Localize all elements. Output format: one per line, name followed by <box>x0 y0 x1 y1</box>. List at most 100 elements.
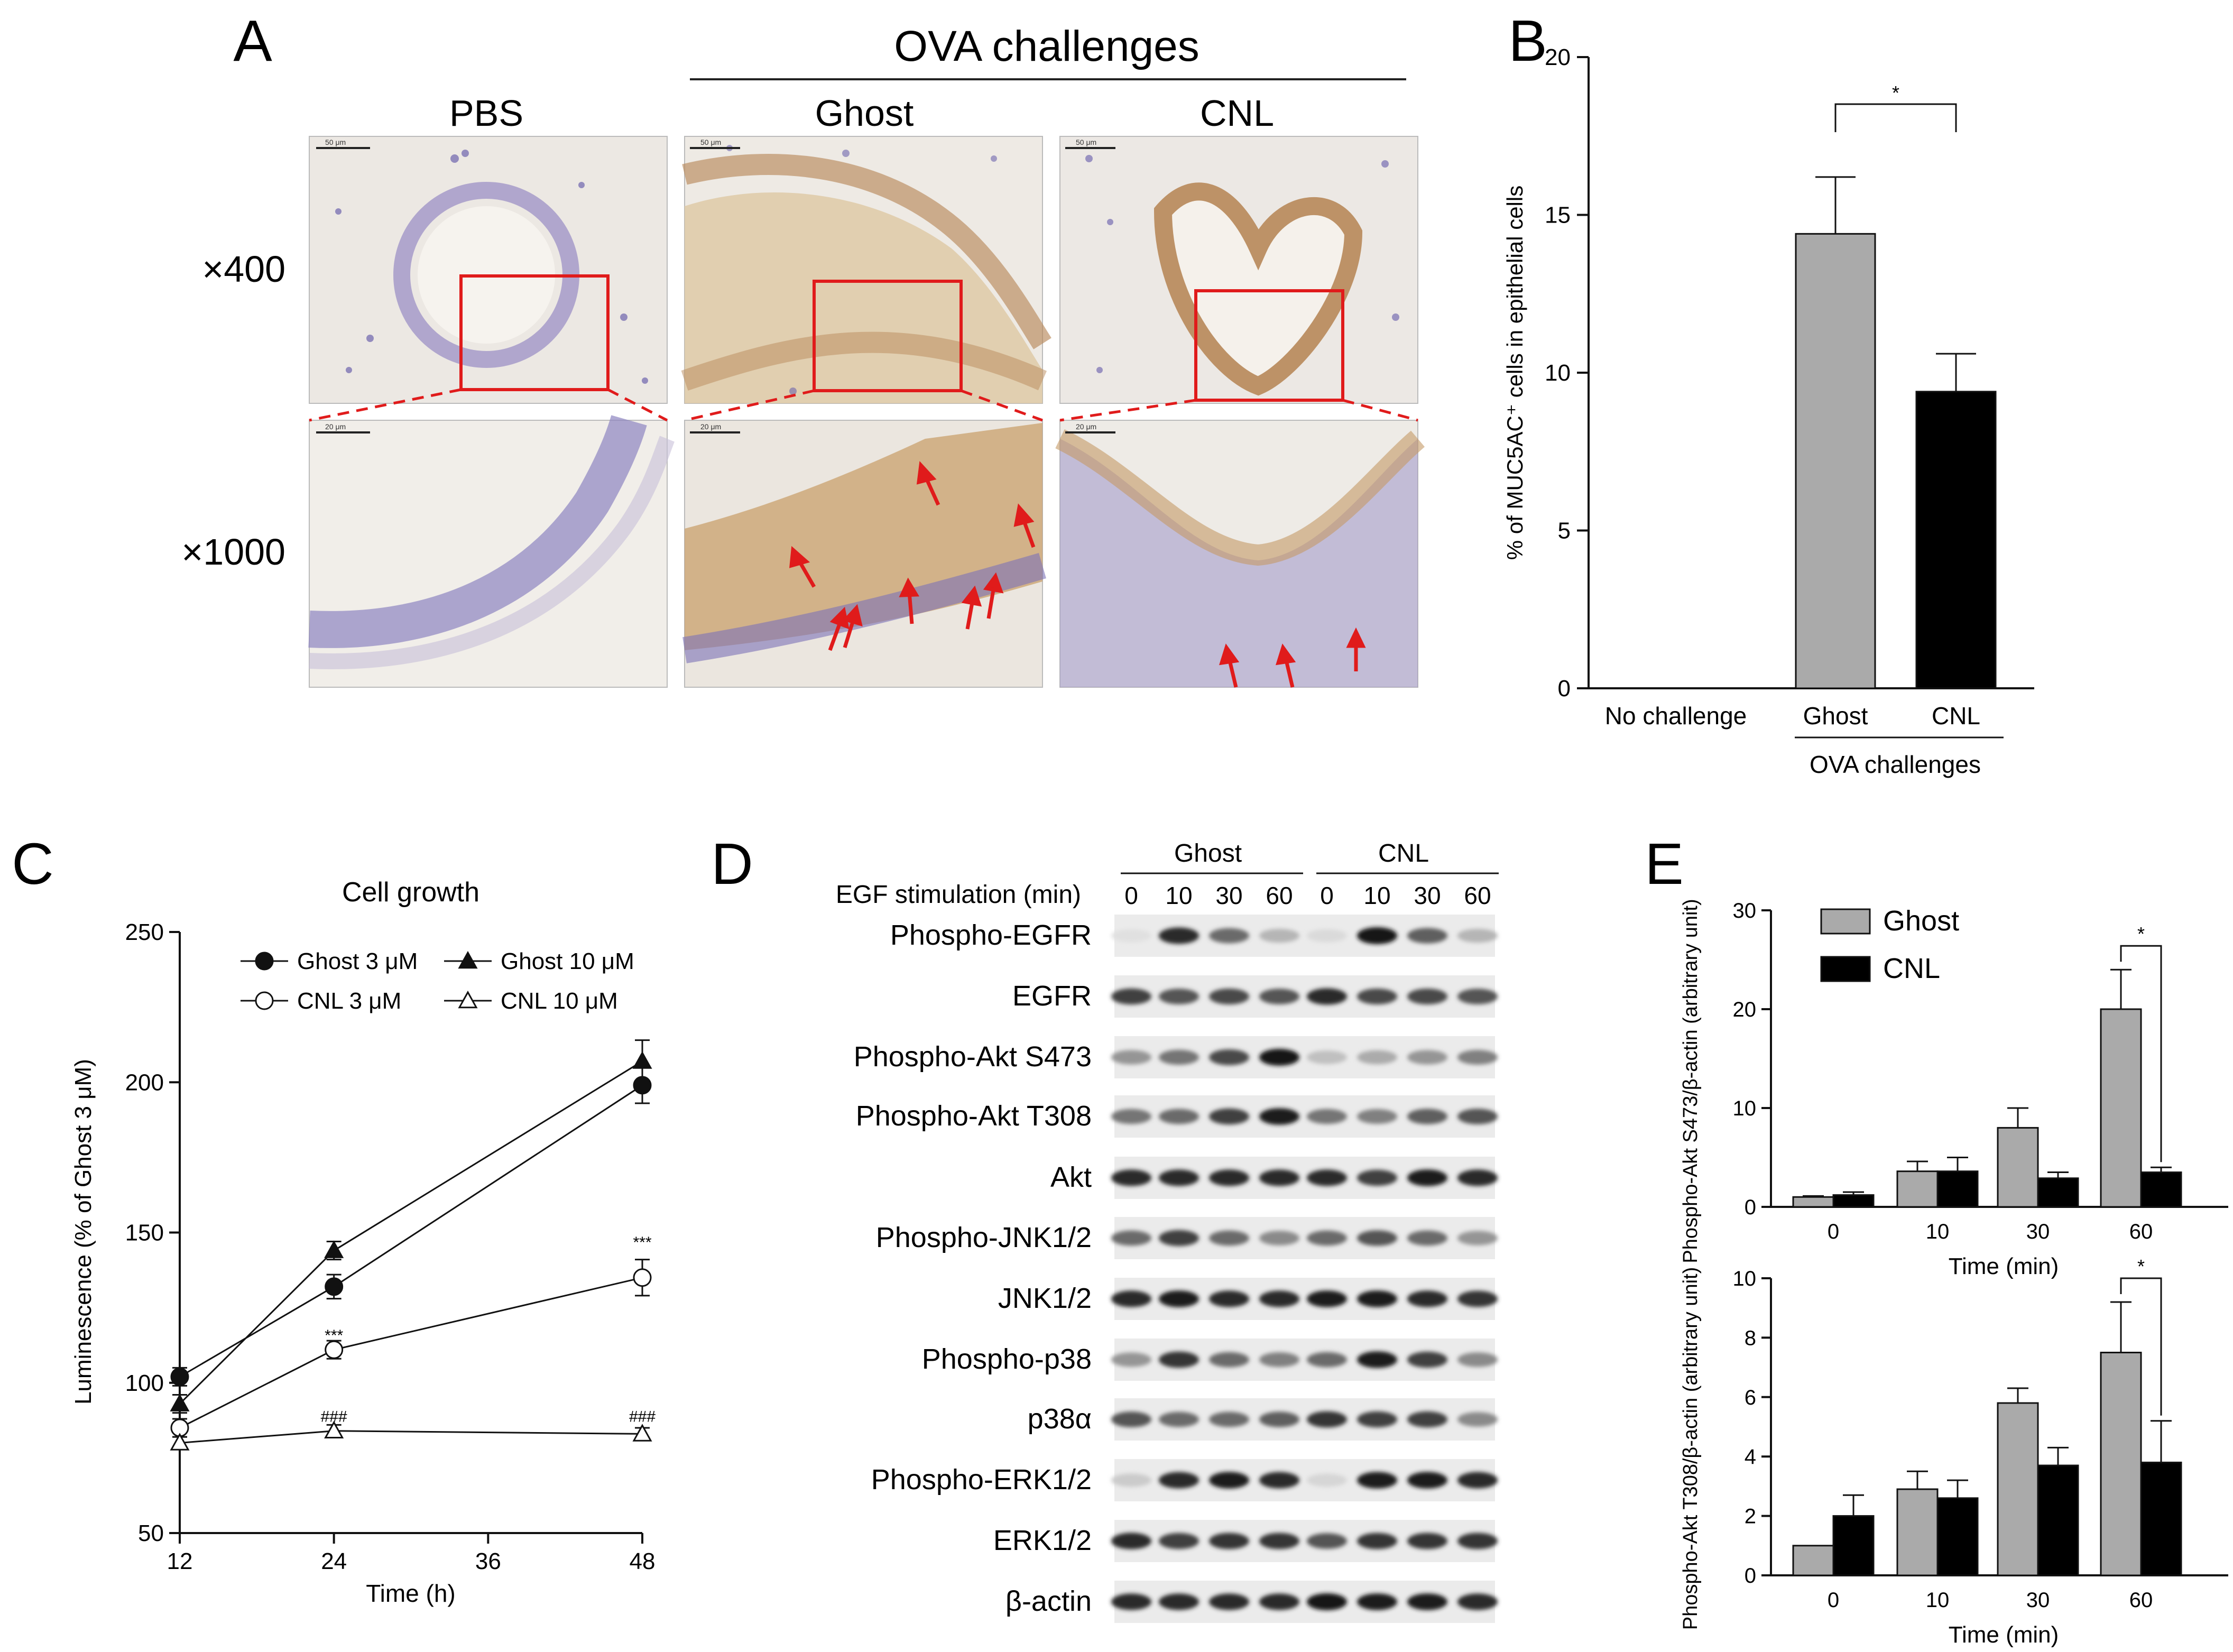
chart-b-category-label: CNL <box>1932 702 1980 730</box>
blot-band <box>1259 1290 1299 1307</box>
chart-b-ytick-label: 15 <box>1545 202 1571 228</box>
blot-row-label: Phospho-Akt S473 <box>854 1041 1092 1073</box>
chart-c-series-line <box>179 1084 643 1378</box>
chart-c-series-line <box>179 1060 643 1405</box>
blot-band <box>1209 928 1249 944</box>
blot-band <box>1111 1109 1151 1124</box>
blot-band <box>1407 1290 1447 1307</box>
chart-c-ylabel: Luminescence (% of Ghost 3 μM) <box>70 1059 96 1405</box>
row-label-1000x: ×1000 <box>181 531 285 573</box>
blot-band <box>1307 1169 1347 1186</box>
blot-band <box>1357 1050 1397 1065</box>
blot-row-label: EGFR <box>1012 980 1092 1012</box>
blot-band <box>1111 1050 1151 1065</box>
chart-c-annotation: *** <box>325 1327 343 1344</box>
blot-band <box>1407 928 1447 944</box>
chart-e-bar <box>1832 1194 1875 1208</box>
chart-c-xticks: 12 24 36 48 <box>167 1533 655 1574</box>
chart-c-point <box>633 1268 652 1287</box>
blot-band <box>1307 1411 1347 1428</box>
chart-c-annotation: ### <box>321 1408 347 1426</box>
chart-e-significance-star: * <box>2137 1256 2145 1277</box>
zoom-boxes <box>459 274 1344 402</box>
blot-band <box>1457 989 1498 1004</box>
blot-band <box>1457 1169 1498 1186</box>
mucin-arrows <box>789 461 1366 688</box>
blot-timepoint: 60 <box>1464 882 1491 909</box>
chart-c-point <box>632 1424 652 1442</box>
blot-band <box>1307 1290 1347 1307</box>
blot-band <box>1457 1472 1498 1489</box>
blot-band <box>1159 1472 1199 1489</box>
micrograph-cnl-400 <box>1059 136 1418 404</box>
blot-band <box>1259 929 1299 943</box>
chart-e-bar <box>2100 1352 2142 1576</box>
blot-band <box>1159 1230 1199 1247</box>
panel-letter-a: A <box>233 8 272 73</box>
blot-band <box>1111 1593 1151 1610</box>
chart-e-ytick-label: 6 <box>1745 1386 1756 1409</box>
chart-e-ytick-label: 10 <box>1733 1267 1757 1290</box>
blot-band <box>1407 1593 1447 1610</box>
chart-e-category-label: 0 <box>1828 1220 1839 1243</box>
blot-band <box>1407 1050 1447 1065</box>
micrograph-pbs-1000 <box>308 415 675 688</box>
panel-d: D Ghost CNL EGF stimulation (min) 0 10 30 6… <box>711 832 1499 1623</box>
blot-band <box>1209 1169 1249 1186</box>
blot-group-ghost: Ghost <box>1174 839 1242 867</box>
blot-band <box>1159 1109 1199 1124</box>
chart-c-xtick-label: 24 <box>321 1548 347 1574</box>
chart-e-bar <box>1832 1515 1875 1576</box>
chart-b-category-label: Ghost <box>1803 702 1868 730</box>
chart-b-ylabel: % of MUC5AC⁺ cells in epithelial cells <box>1502 186 1527 560</box>
blot-band <box>1307 1230 1347 1246</box>
chart-c-ytick-label: 50 <box>138 1520 164 1546</box>
panel-c: C Cell growth 50 100 150 200 250 12 24 36 48 **… <box>12 832 656 1607</box>
chart-c-annotations: *** *** ### ### <box>321 1234 656 1426</box>
blot-band <box>1307 988 1347 1005</box>
chart-e-category-label: 10 <box>1926 1220 1950 1243</box>
blot-row-label: p38α <box>1028 1403 1092 1435</box>
blot-band <box>1259 1472 1299 1489</box>
chart-e-ytick-label: 2 <box>1745 1505 1756 1528</box>
blot-band <box>1407 1351 1447 1368</box>
blot-band <box>1307 1050 1347 1064</box>
chart-b-group-label: OVA challenges <box>1810 751 1981 778</box>
chart-e-legend-swatch <box>1820 956 1871 982</box>
chart-c-point <box>170 1393 190 1411</box>
blot-band <box>1259 1169 1299 1186</box>
blot-rows: Phospho-EGFR EGFR Phospho-Akt S473 Phospho-… <box>854 915 1498 1623</box>
chart-b-ytick-label: 20 <box>1545 44 1571 70</box>
chart-e-ytick-label: 0 <box>1745 1196 1756 1219</box>
blot-timepoint: 10 <box>1165 882 1192 909</box>
blot-band <box>1209 1049 1249 1065</box>
chart-e-bottom-xlabel: Time (min) <box>1949 1622 2059 1648</box>
panel-letter-d: D <box>711 832 753 897</box>
chart-c-legend-marker <box>255 952 274 971</box>
chart-c-point <box>170 1367 189 1386</box>
blot-band <box>1259 989 1299 1004</box>
chart-c-series <box>170 1039 652 1451</box>
chart-e-bottom: 0 2 4 6 8 10 0 10 30 60 * <box>1733 1256 2228 1612</box>
chart-e-ytick-label: 10 <box>1733 1097 1757 1120</box>
blot-band <box>1259 1231 1299 1245</box>
blot-band <box>1209 989 1249 1004</box>
chart-e-legend-label: Ghost <box>1883 905 1959 937</box>
panel-letter-b: B <box>1508 8 1547 73</box>
blot-band <box>1357 1533 1397 1549</box>
chart-c-legend-label: CNL 10 μM <box>501 988 618 1014</box>
chart-b-significance-star: * <box>1892 82 1899 104</box>
blot-band <box>1357 1169 1397 1186</box>
chart-e-significance-bracket <box>2120 945 2162 1162</box>
chart-e-bar <box>1936 1497 1979 1576</box>
chart-c-point <box>632 1051 652 1069</box>
blot-group-cnl: CNL <box>1378 839 1429 867</box>
blot-band <box>1159 1169 1199 1186</box>
chart-b-ytick-label: 5 <box>1558 518 1571 544</box>
chart-e-legend-label: CNL <box>1883 953 1940 984</box>
blot-band <box>1357 1411 1397 1428</box>
blot-band <box>1209 1352 1249 1368</box>
chart-c-legend-label: Ghost 10 μM <box>501 948 634 974</box>
blot-band <box>1209 1108 1249 1125</box>
